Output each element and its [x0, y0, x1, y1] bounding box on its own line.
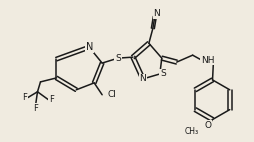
Text: F: F: [49, 95, 54, 104]
Text: S: S: [160, 69, 166, 79]
Text: N: N: [139, 74, 146, 83]
Text: O: O: [204, 121, 211, 130]
Text: S: S: [115, 54, 121, 63]
Text: N: N: [86, 42, 93, 52]
Text: F: F: [33, 104, 38, 113]
Text: CH₃: CH₃: [184, 127, 199, 136]
Text: Cl: Cl: [107, 90, 116, 99]
Text: NH: NH: [201, 56, 214, 65]
Text: F: F: [22, 93, 27, 102]
Text: N: N: [153, 9, 160, 18]
